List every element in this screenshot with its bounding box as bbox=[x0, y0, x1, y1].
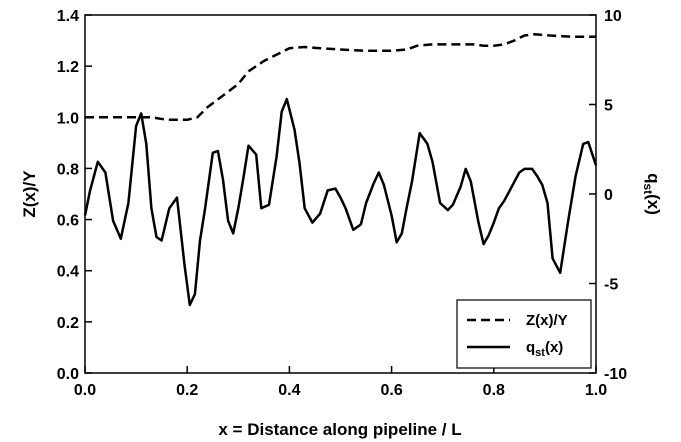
legend-label-q-sub: st bbox=[535, 347, 545, 359]
series-line-z bbox=[85, 32, 596, 122]
legend: Z(x)/Y qst(x) bbox=[456, 299, 592, 369]
left-y-tick-label: 1.4 bbox=[57, 8, 79, 25]
x-axis-title: x = Distance along pipeline / L bbox=[218, 420, 461, 439]
right-y-axis-title-main: q bbox=[644, 173, 663, 183]
right-y-tick-label: 5 bbox=[604, 98, 613, 115]
left-y-axis-ticks: 0.0 0.2 0.4 0.6 0.8 1.0 1.2 1.4 bbox=[57, 8, 92, 383]
left-y-tick-label: 0.8 bbox=[57, 161, 79, 178]
left-y-axis-title: Z(x)/Y bbox=[20, 170, 39, 218]
right-y-tick-label: -5 bbox=[604, 277, 618, 294]
x-tick-label: 0.2 bbox=[176, 382, 198, 399]
legend-box bbox=[456, 299, 592, 369]
right-y-tick-label: 0 bbox=[604, 187, 613, 204]
right-y-tick-label: -10 bbox=[604, 366, 627, 383]
x-tick-label: 1.0 bbox=[585, 382, 607, 399]
x-tick-label: 0.4 bbox=[278, 382, 300, 399]
right-y-axis-ticks: -10 -5 0 5 10 bbox=[589, 8, 627, 383]
legend-label-q-main: q bbox=[526, 339, 535, 356]
left-y-axis-title-main: Z(x)/Y bbox=[20, 170, 39, 218]
left-y-tick-label: 0.0 bbox=[57, 366, 79, 383]
series-line-q bbox=[83, 97, 598, 307]
left-y-tick-label: 0.2 bbox=[57, 315, 79, 332]
x-tick-label: 0.8 bbox=[483, 382, 505, 399]
legend-label-q-suffix: (x) bbox=[545, 339, 563, 356]
series-group bbox=[83, 32, 598, 307]
legend-label-z: Z(x)/Y bbox=[526, 312, 568, 329]
legend-label-q: qst(x) bbox=[526, 339, 563, 359]
right-y-axis-title-sub: st bbox=[641, 183, 655, 194]
x-tick-label: 0.0 bbox=[74, 382, 96, 399]
right-y-axis-title-suffix: (x) bbox=[644, 194, 663, 215]
left-y-tick-label: 1.2 bbox=[57, 59, 79, 76]
x-tick-label: 0.6 bbox=[380, 382, 402, 399]
left-y-tick-label: 1.0 bbox=[57, 110, 79, 127]
left-y-tick-label: 0.6 bbox=[57, 213, 79, 230]
left-y-tick-label: 0.4 bbox=[57, 264, 79, 281]
right-y-axis-title: qst(x) bbox=[641, 173, 663, 215]
x-axis-ticks: 0.0 0.2 0.4 0.6 0.8 1.0 bbox=[74, 366, 607, 399]
right-y-tick-label: 10 bbox=[604, 8, 622, 25]
